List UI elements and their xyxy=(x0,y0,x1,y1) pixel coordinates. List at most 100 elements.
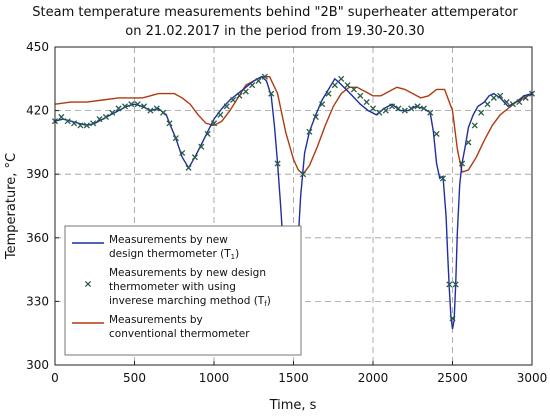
data-point-marker xyxy=(255,77,262,84)
y-tick-label: 450 xyxy=(26,40,49,54)
x-tick-label: 1500 xyxy=(278,371,309,385)
data-point-marker xyxy=(223,103,230,110)
data-point-marker xyxy=(446,281,453,288)
x-axis-label: Time, s xyxy=(269,398,317,413)
data-point-marker xyxy=(185,164,192,171)
y-axis-ticks: 300 330 360 390 420 450 xyxy=(26,40,59,372)
data-point-marker xyxy=(471,122,478,129)
data-point-marker xyxy=(306,128,313,135)
title-line-2: on 21.02.2017 in the period from 19.30-2… xyxy=(125,24,424,39)
data-point-marker xyxy=(497,92,504,99)
x-tick-label: 3000 xyxy=(517,371,548,385)
data-point-marker xyxy=(71,120,78,127)
y-tick-label: 360 xyxy=(26,231,49,245)
data-point-marker xyxy=(490,94,497,101)
data-point-marker xyxy=(414,103,421,110)
data-point-marker xyxy=(147,107,154,114)
data-point-marker xyxy=(166,120,173,127)
data-point-marker xyxy=(427,109,434,116)
legend-label-conventional-line-2: conventional thermometer xyxy=(109,328,250,340)
legend-label-new-design-line-1: Measurements by new xyxy=(109,234,228,246)
data-point-marker xyxy=(312,113,319,121)
data-point-marker xyxy=(420,105,427,112)
data-point-marker xyxy=(331,82,338,89)
data-point-marker xyxy=(242,88,249,95)
data-point-marker xyxy=(121,103,129,110)
data-point-marker xyxy=(204,130,211,137)
data-point-marker xyxy=(338,75,345,82)
data-point-marker xyxy=(249,82,256,89)
data-point-marker xyxy=(77,122,84,129)
data-point-marker xyxy=(350,86,357,93)
data-point-marker xyxy=(319,101,326,108)
y-axis-label: Temperature, °C xyxy=(4,153,19,260)
legend-label-new-design-line-2: design thermometer (T1) xyxy=(109,248,239,261)
data-point-marker xyxy=(153,105,160,112)
data-point-marker xyxy=(268,90,275,97)
x-tick-label: 2000 xyxy=(358,371,389,385)
series-markers-inverse-method xyxy=(51,73,536,337)
legend-label-inverse-method-close: ) xyxy=(267,295,271,307)
x-tick-label: 0 xyxy=(51,371,59,385)
data-point-marker xyxy=(369,105,377,112)
data-point-marker xyxy=(191,154,198,161)
data-point-marker xyxy=(299,171,307,178)
data-point-marker xyxy=(58,113,65,121)
data-point-marker xyxy=(363,99,370,106)
legend-label-new-design-text: design thermometer (T xyxy=(109,248,231,260)
title-line-1: Steam temperature measurements behind "2… xyxy=(32,5,518,20)
legend-label-conventional-line-1: Measurements by xyxy=(109,314,203,326)
data-point-marker xyxy=(449,315,456,322)
data-point-marker xyxy=(484,101,491,108)
data-point-marker xyxy=(210,120,218,127)
data-point-marker xyxy=(83,122,90,129)
x-axis-ticks: 0 500 1000 1500 2000 2500 3000 xyxy=(51,361,547,385)
data-point-marker xyxy=(522,94,529,101)
legend-label-inverse-method-line-3: inverese marching method (Tf) xyxy=(109,295,271,308)
data-point-marker xyxy=(452,281,459,288)
data-point-marker xyxy=(382,107,389,114)
y-tick-label: 330 xyxy=(26,294,49,308)
data-point-marker xyxy=(408,105,415,112)
data-point-marker xyxy=(478,109,485,116)
x-tick-label: 2500 xyxy=(437,371,468,385)
data-point-marker xyxy=(401,107,408,114)
data-point-marker xyxy=(230,96,237,104)
x-tick-label: 500 xyxy=(123,371,146,385)
data-point-marker xyxy=(109,109,116,116)
data-point-marker xyxy=(389,103,396,110)
data-point-marker xyxy=(325,90,332,97)
data-point-marker xyxy=(198,143,205,150)
data-point-marker xyxy=(64,118,71,125)
data-point-marker xyxy=(357,92,364,99)
y-tick-label: 300 xyxy=(26,358,49,372)
data-point-marker xyxy=(90,120,97,127)
legend-label-inverse-method-subscript: f xyxy=(264,300,267,308)
data-point-marker xyxy=(509,101,516,108)
data-point-marker xyxy=(217,111,224,118)
series-line-conventional xyxy=(54,76,533,176)
data-point-marker xyxy=(102,113,109,121)
data-point-marker xyxy=(395,105,402,112)
legend-label-new-design-subscript: 1 xyxy=(231,253,235,261)
legend-label-inverse-method-line-1: Measurements by new design xyxy=(109,267,266,279)
data-point-marker xyxy=(128,101,135,108)
legend-label-inverse-method-line-2: thermometer with using xyxy=(109,281,236,293)
data-point-marker xyxy=(140,103,148,110)
series-layer xyxy=(51,73,536,337)
data-point-marker xyxy=(439,175,447,182)
legend-box xyxy=(64,225,302,356)
y-tick-label: 420 xyxy=(26,104,49,118)
legend-label-new-design-close: ) xyxy=(235,248,239,260)
data-point-marker xyxy=(433,130,440,137)
data-point-marker xyxy=(179,149,186,157)
data-point-marker xyxy=(344,82,351,89)
data-point-marker xyxy=(458,160,466,167)
x-tick-label: 1000 xyxy=(199,371,230,385)
data-point-marker xyxy=(465,139,472,146)
y-tick-label: 390 xyxy=(26,167,49,181)
data-point-marker xyxy=(134,101,141,108)
data-point-marker xyxy=(274,160,281,167)
data-point-marker xyxy=(503,99,510,106)
